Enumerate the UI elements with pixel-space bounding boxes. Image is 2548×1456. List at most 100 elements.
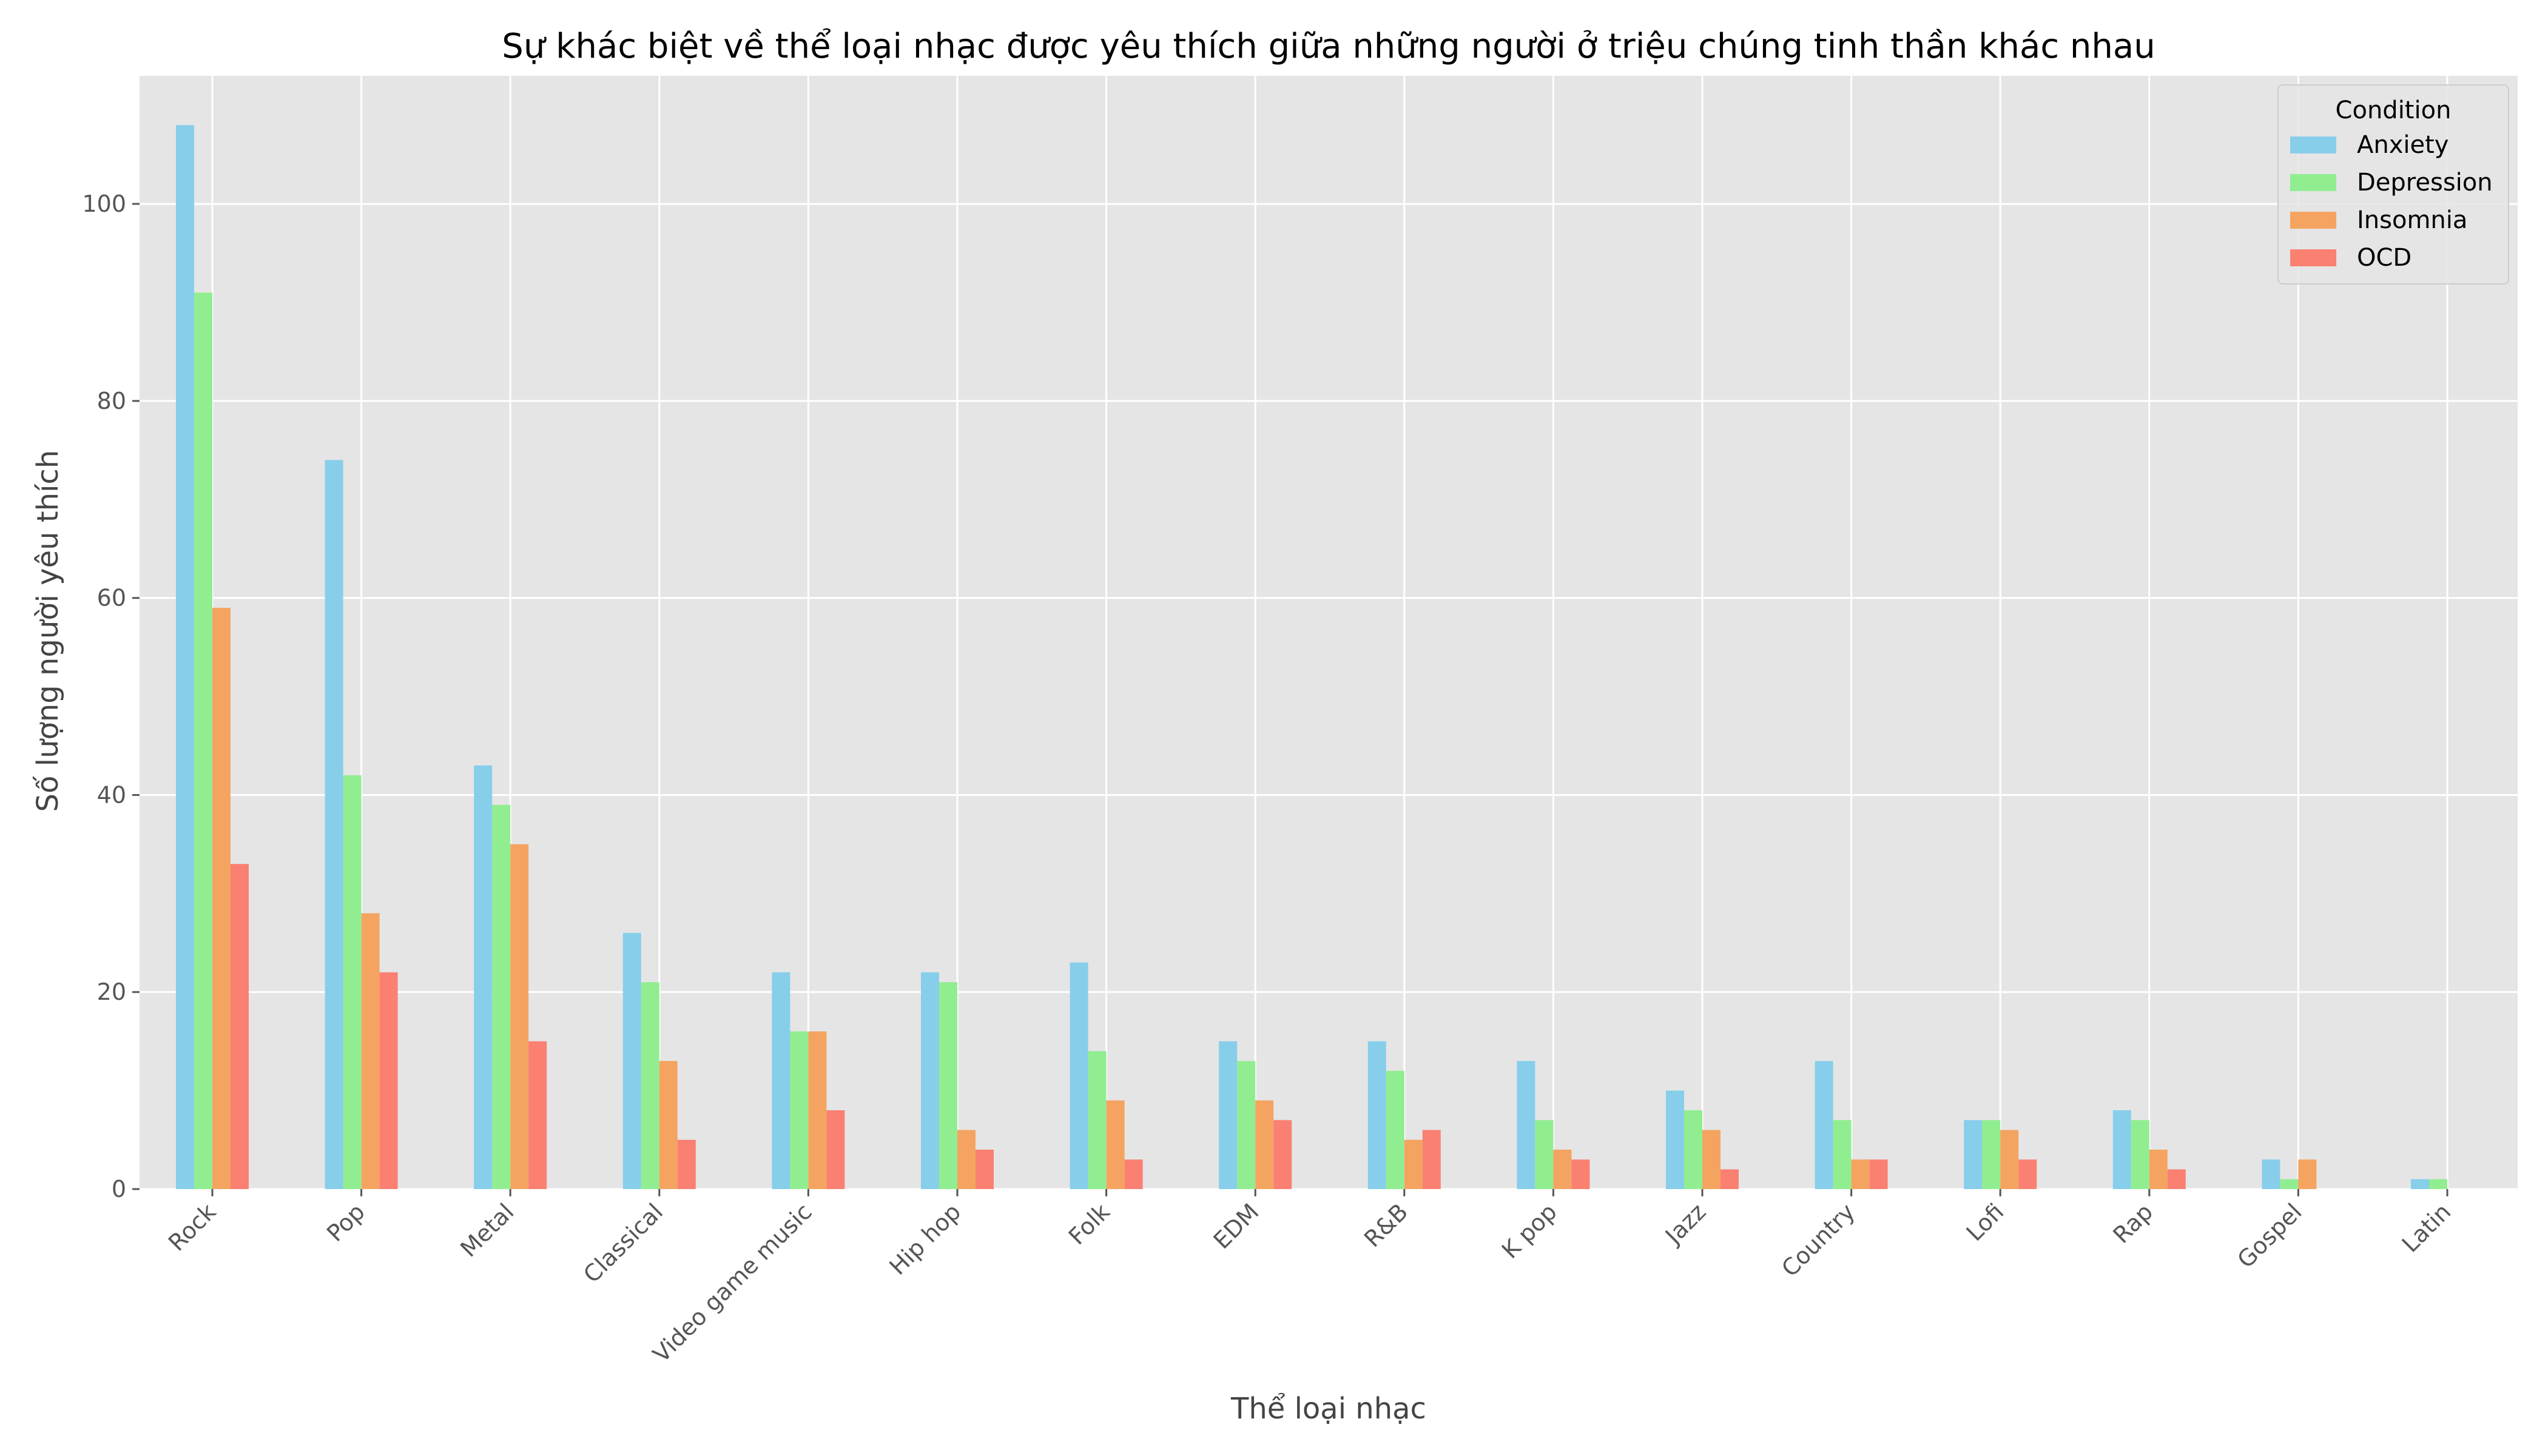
x-tick-label: Classical	[578, 1198, 668, 1288]
bar-anxiety-rap	[2112, 1110, 2131, 1189]
bar-insomnia-lofi	[2000, 1130, 2019, 1189]
legend-swatch-insomnia	[2290, 212, 2336, 229]
x-tick-label: Hip hop	[884, 1198, 966, 1280]
legend-box	[2277, 84, 2509, 285]
bar-anxiety-country	[1815, 1060, 1833, 1189]
bar-anxiety-hip-hop	[921, 972, 939, 1189]
bar-depression-rock	[194, 292, 212, 1190]
bar-ocd-jazz	[1721, 1169, 1739, 1189]
legend-swatch-anxiety	[2290, 136, 2336, 153]
bar-depression-k-pop	[1535, 1120, 1554, 1189]
bar-depression-r-b	[1386, 1071, 1404, 1189]
grid	[140, 76, 2518, 1190]
bar-insomnia-rock	[212, 607, 231, 1189]
x-tick-label: Lofi	[1961, 1198, 2009, 1246]
bar-ocd-lofi	[2018, 1159, 2037, 1189]
bar-anxiety-k-pop	[1517, 1060, 1535, 1189]
legend-label-anxiety: Anxiety	[2357, 131, 2449, 159]
bar-ocd-r-b	[1422, 1130, 1441, 1189]
y-tick-label: 40	[97, 781, 126, 808]
x-tick-label: Country	[1776, 1198, 1860, 1282]
x-tick-label: K pop	[1497, 1198, 1562, 1264]
bar-ocd-edm	[1273, 1120, 1292, 1189]
x-tick-label: Folk	[1063, 1198, 1115, 1250]
y-tick-label: 0	[112, 1176, 126, 1202]
bar-insomnia-hip-hop	[957, 1130, 976, 1189]
bar-insomnia-rap	[2149, 1150, 2168, 1189]
legend-swatch-depression	[2290, 174, 2336, 191]
bar-depression-lofi	[1982, 1120, 2001, 1189]
chart-title: Sự khác biệt về thể loại nhạc được yêu t…	[502, 27, 2155, 66]
x-tick-label: Gospel	[2232, 1198, 2307, 1273]
x-axis-label: Thể loại nhạc	[1230, 1392, 1426, 1426]
bar-ocd-rock	[231, 864, 249, 1189]
bar-ocd-k-pop	[1571, 1159, 1590, 1189]
bar-ocd-video-game-music	[826, 1110, 845, 1189]
bar-ocd-folk	[1124, 1159, 1143, 1189]
legend-items: Anxiety Depression Insomnia OCD	[2290, 131, 2493, 272]
bar-ocd-pop	[379, 972, 398, 1189]
bar-anxiety-video-game-music	[772, 972, 790, 1189]
y-tick-label: 80	[97, 388, 126, 414]
bar-anxiety-edm	[1219, 1041, 1238, 1189]
y-tick-label: 20	[97, 979, 126, 1005]
bar-ocd-classical	[677, 1139, 696, 1189]
legend-swatch-ocd	[2290, 249, 2336, 266]
bar-depression-pop	[343, 775, 362, 1189]
x-tick-label: Video game music	[648, 1198, 817, 1367]
bar-insomnia-classical	[659, 1060, 678, 1189]
legend: Condition Anxiety Depression Insomnia OCD	[2277, 84, 2509, 285]
x-tick-label: Rock	[163, 1198, 221, 1256]
x-tick-label: EDM	[1208, 1198, 1264, 1254]
bar-depression-folk	[1088, 1051, 1107, 1189]
bar-insomnia-metal	[510, 844, 529, 1189]
legend-label-ocd: OCD	[2357, 244, 2412, 272]
y-tick-label: 60	[97, 585, 126, 612]
bar-anxiety-gospel	[2262, 1159, 2280, 1189]
bar-anxiety-rock	[176, 125, 194, 1189]
bar-ocd-country	[1869, 1159, 1888, 1189]
legend-label-depression: Depression	[2357, 169, 2493, 197]
legend-label-insomnia: Insomnia	[2357, 206, 2467, 234]
bar-ocd-metal	[528, 1041, 547, 1189]
bars	[176, 125, 2447, 1190]
x-tick-label: Latin	[2397, 1198, 2456, 1258]
legend-title: Condition	[2336, 96, 2452, 124]
bar-depression-video-game-music	[790, 1031, 809, 1189]
bar-anxiety-folk	[1070, 962, 1088, 1189]
y-axis-label: Số lượng người yêu thích	[31, 450, 65, 812]
bar-depression-country	[1833, 1120, 1852, 1189]
bar-ocd-rap	[2167, 1169, 2186, 1189]
bar-anxiety-classical	[622, 932, 641, 1189]
bar-insomnia-pop	[361, 913, 380, 1189]
bar-insomnia-edm	[1255, 1100, 1274, 1189]
bar-depression-jazz	[1684, 1110, 1702, 1189]
bar-insomnia-video-game-music	[808, 1031, 827, 1189]
bar-insomnia-k-pop	[1553, 1150, 1572, 1189]
bar-depression-gospel	[2280, 1179, 2299, 1189]
bar-depression-hip-hop	[939, 982, 957, 1189]
bar-anxiety-pop	[325, 460, 343, 1189]
x-tick-label: R&B	[1359, 1198, 1413, 1252]
bar-insomnia-folk	[1106, 1100, 1125, 1189]
x-tick-label: Metal	[455, 1198, 519, 1262]
bar-anxiety-latin	[2411, 1179, 2429, 1189]
bar-depression-classical	[641, 982, 659, 1189]
y-tick-label: 100	[82, 190, 126, 217]
bar-depression-metal	[492, 804, 511, 1189]
bar-ocd-hip-hop	[976, 1150, 994, 1189]
x-tick-label: Pop	[322, 1198, 370, 1247]
y-axis-ticks: 0 20 40 60 80 100	[82, 190, 140, 1202]
bar-anxiety-jazz	[1666, 1090, 1684, 1189]
plot-area	[140, 76, 2518, 1189]
bar-anxiety-r-b	[1367, 1041, 1386, 1189]
x-tick-label: Jazz	[1659, 1198, 1711, 1250]
bar-insomnia-gospel	[2298, 1159, 2317, 1189]
bar-insomnia-jazz	[1702, 1130, 1721, 1189]
x-tick-label: Rap	[2108, 1198, 2158, 1249]
bar-depression-edm	[1237, 1060, 1256, 1189]
bar-depression-latin	[2429, 1179, 2447, 1189]
bar-anxiety-metal	[474, 765, 493, 1189]
